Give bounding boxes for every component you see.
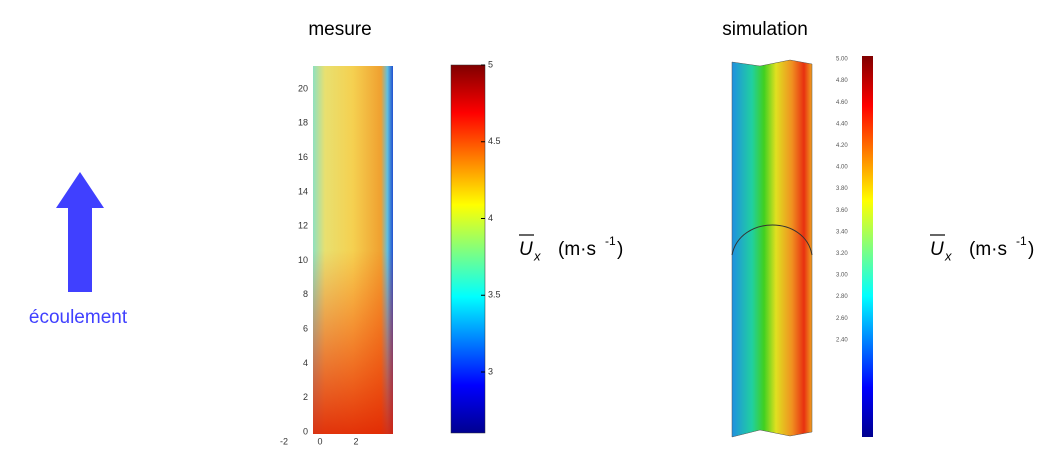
colorbar-tick-label: 2.80 [836,294,848,300]
y-tick-label: 12 [298,221,308,231]
flow-arrow [56,172,104,292]
y-tick-label: 14 [298,186,308,196]
section-line [731,224,813,256]
colorbar-tick-label: 5.00 [836,57,848,63]
y-tick-label: 18 [298,118,308,128]
colorbar [450,64,486,434]
x-tick-label: -2 [280,436,288,446]
colorbar-tick-label: 3.5 [488,290,501,300]
unit-symbol: U [519,239,533,260]
measurement-field-shade [313,66,393,434]
x-tick-label: 2 [353,436,358,446]
colorbar-tick-label: 3.60 [836,208,848,214]
simulation-field [731,59,813,438]
colorbar-tick-label: 4.00 [836,165,848,171]
colorbar-tick-label: 5 [488,59,493,69]
colorbar-tick-label: 3.00 [836,273,848,279]
colorbar-tick-label: 2.60 [836,316,848,322]
unit-subscript: x [533,248,541,263]
unit-close: ) [617,239,623,260]
colorbar-tick-label: 3 [488,366,493,376]
y-tick-label: 16 [298,152,308,162]
colorbar [862,56,873,437]
flow-label: écoulement [29,307,128,328]
y-tick-label: 2 [303,392,308,402]
panel-title: simulation [722,19,808,40]
y-tick-label: 0 [303,426,308,436]
x-tick-label: 0 [317,436,322,446]
colorbar-tick-label: 4.40 [836,121,848,127]
colorbar-tick-label: 3.40 [836,229,848,235]
unit-open: (m·s [558,239,596,260]
y-tick-label: 6 [303,323,308,333]
unit-open: (m·s [969,239,1007,260]
colorbar-tick-label: 3.20 [836,251,848,257]
unit-subscript: x [944,248,952,263]
unit-close: ) [1028,239,1034,260]
unit-symbol: U [930,239,944,260]
colorbar-tick-label: 3.80 [836,186,848,192]
y-tick-label: 20 [298,83,308,93]
colorbar-tick-label: 2.40 [836,337,848,343]
colorbar-tick-label: 4.60 [836,100,848,106]
unit-exponent: -1 [605,234,616,248]
colorbar-tick-label: 4.20 [836,143,848,149]
unit-exponent: -1 [1016,234,1027,248]
y-tick-label: 4 [303,358,308,368]
panel-title: mesure [308,19,371,40]
colorbar-tick-label: 4 [488,213,493,223]
colorbar-tick-label: 4.5 [488,136,501,146]
colorbar-tick-label: 4.80 [836,78,848,84]
y-tick-label: 10 [298,255,308,265]
y-tick-label: 8 [303,289,308,299]
